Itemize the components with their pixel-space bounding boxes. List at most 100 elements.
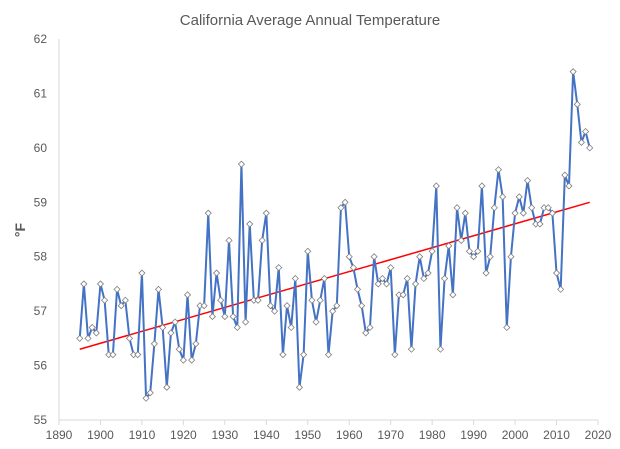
data-point-marker: [80, 280, 88, 288]
data-point-marker: [329, 307, 337, 315]
data-point-marker: [125, 334, 134, 342]
data-point-marker: [382, 280, 391, 288]
data-point-marker: [204, 209, 212, 217]
data-point-marker: [76, 334, 84, 342]
data-point-marker: [192, 340, 200, 348]
data-point-marker: [316, 296, 324, 304]
data-point-marker: [221, 313, 229, 321]
series-line: [78, 70, 591, 400]
data-point-marker: [486, 253, 494, 261]
data-point-marker: [362, 329, 370, 337]
data-point-marker: [474, 247, 482, 255]
x-tick-label: 1980: [419, 428, 446, 442]
data-point-marker: [548, 209, 556, 217]
data-point-marker: [494, 166, 503, 174]
data-point-marker: [150, 340, 158, 348]
data-point-marker: [569, 68, 577, 76]
data-point-marker: [565, 182, 573, 190]
y-tick-label: 62: [34, 32, 48, 46]
data-point-marker: [387, 264, 395, 272]
data-point-marker: [279, 351, 287, 359]
data-point-marker: [577, 138, 585, 146]
data-point-marker: [507, 253, 515, 261]
data-point-marker: [225, 236, 233, 244]
x-tick-label: 1990: [460, 428, 487, 442]
data-point-marker: [374, 280, 382, 288]
data-point-marker: [229, 313, 237, 321]
chart-title: California Average Annual Temperature: [180, 12, 440, 29]
data-point-marker: [188, 356, 196, 364]
y-axis-label: °F: [12, 222, 28, 237]
data-point-marker: [179, 356, 187, 364]
data-point-marker: [283, 302, 291, 310]
data-point-marker: [478, 182, 486, 190]
data-point-marker: [324, 351, 333, 359]
data-point-marker: [470, 253, 478, 261]
data-point-marker: [370, 253, 378, 261]
y-tick-label: 55: [34, 413, 48, 427]
data-point-marker: [523, 176, 532, 185]
data-point-marker: [581, 127, 590, 136]
data-point-marker: [171, 318, 179, 326]
data-point-marker: [445, 242, 453, 250]
data-point-marker: [499, 193, 507, 201]
data-point-marker: [561, 171, 569, 179]
data-point-marker: [407, 345, 415, 353]
x-tick-label: 1960: [336, 428, 363, 442]
data-point-marker: [424, 269, 432, 277]
data-point-marker: [242, 318, 250, 326]
data-point-marker: [391, 351, 399, 359]
trendline: [79, 201, 590, 350]
data-point-marker: [519, 209, 527, 217]
data-point-marker: [345, 253, 353, 261]
data-point-marker: [536, 220, 544, 228]
y-tick-label: 56: [34, 359, 48, 373]
data-point-marker: [113, 285, 121, 293]
data-point-marker: [312, 318, 320, 326]
data-point-marker: [175, 345, 183, 353]
data-point-marker: [101, 296, 109, 304]
data-point-marker: [416, 253, 424, 261]
data-point-marker: [412, 280, 420, 288]
data-point-marker: [586, 144, 594, 152]
data-point-marker: [349, 264, 357, 272]
data-point-marker: [287, 323, 295, 332]
y-tick-label: 59: [34, 195, 48, 209]
data-point-marker: [117, 302, 125, 310]
data-point-marker: [544, 204, 552, 212]
data-point-marker: [441, 274, 449, 283]
data-point-marker: [399, 291, 407, 299]
data-point-marker: [337, 204, 345, 212]
y-tick-label: 61: [34, 86, 48, 100]
data-point-marker: [258, 236, 266, 244]
data-point-marker: [237, 160, 245, 168]
data-point-marker: [482, 269, 490, 277]
data-point-marker: [109, 351, 117, 359]
x-tick-label: 2000: [502, 428, 529, 442]
data-point-marker: [92, 329, 100, 337]
data-point-marker: [275, 264, 283, 272]
data-point-marker: [403, 274, 411, 283]
data-point-marker: [528, 204, 536, 212]
y-tick-label: 58: [34, 250, 48, 264]
data-point-marker: [88, 323, 96, 332]
x-tick-label: 1910: [129, 428, 156, 442]
data-point-marker: [154, 285, 163, 293]
data-point-marker: [436, 345, 445, 353]
data-point-marker: [233, 323, 241, 332]
x-tick-label: 1890: [46, 428, 73, 442]
data-point-marker: [200, 302, 208, 310]
data-point-marker: [217, 296, 225, 304]
data-point-marker: [183, 291, 192, 299]
data-point-marker: [552, 269, 561, 277]
x-tick-label: 2010: [543, 428, 570, 442]
data-point-marker: [515, 193, 523, 201]
y-tick-label: 57: [34, 304, 48, 318]
data-point-marker: [353, 285, 362, 293]
data-point-marker: [208, 313, 216, 321]
x-tick-label: 1900: [87, 428, 114, 442]
data-point-marker: [333, 302, 341, 310]
data-point-marker: [212, 269, 221, 277]
